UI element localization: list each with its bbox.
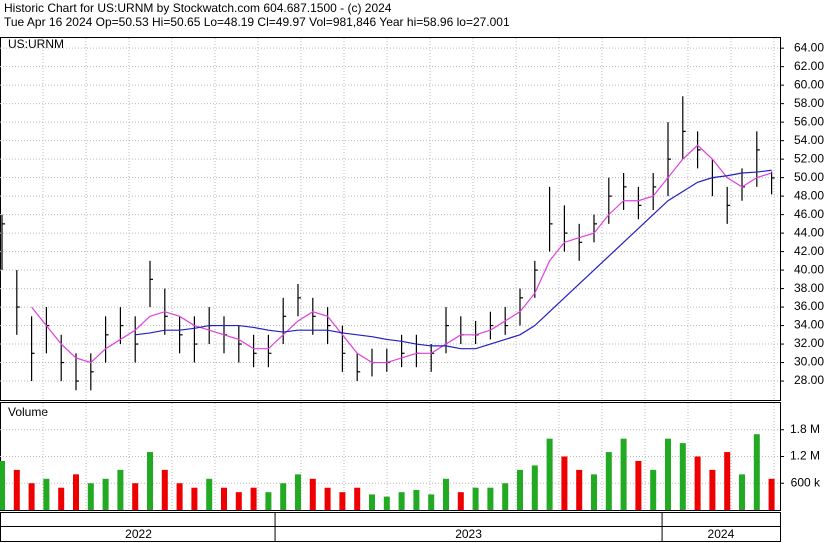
volume-bar (102, 478, 109, 510)
volume-bar (709, 469, 716, 510)
volume-bar (117, 469, 124, 510)
year-label: 2022 (125, 527, 152, 541)
y-tick-label: 54.00 (794, 133, 824, 147)
moving-average (31, 144, 772, 364)
chart-title: Historic Chart for US:URNM by Stockwatch… (4, 1, 392, 15)
volume-bar (43, 478, 50, 510)
volume-bar (753, 434, 760, 510)
volume-tick-label: 600 k (791, 475, 821, 489)
volume-bar (517, 469, 523, 510)
volume-bar (665, 438, 671, 510)
volume-bar (191, 487, 198, 510)
volume-bar (339, 492, 346, 510)
volume-bar (235, 492, 242, 510)
volume-bar (176, 483, 183, 510)
volume-bar (73, 474, 79, 510)
y-tick-label: 60.00 (794, 77, 824, 91)
volume-bar (398, 492, 405, 510)
volume-bar (309, 478, 316, 510)
y-tick-label: 44.00 (794, 225, 824, 239)
volume-bar (591, 474, 597, 510)
y-tick-label: 46.00 (794, 207, 824, 221)
y-tick-label: 56.00 (794, 114, 824, 128)
y-tick-label: 58.00 (794, 96, 824, 110)
y-tick-label: 42.00 (794, 244, 824, 258)
volume-bar (694, 456, 701, 510)
y-tick-label: 28.00 (794, 373, 824, 387)
y-tick-label: 50.00 (794, 170, 824, 184)
volume-bar (472, 487, 479, 510)
volume-bar (502, 483, 509, 510)
volume-tick-label: 1.2 M (790, 449, 820, 463)
volume-bar (383, 496, 390, 510)
quote-line: Tue Apr 16 2024 Op=50.53 Hi=50.65 Lo=48.… (4, 15, 510, 29)
volume-bar (0, 460, 5, 510)
volume-bar (413, 489, 420, 510)
volume-bar (324, 487, 331, 510)
moving-average (135, 169, 772, 350)
y-tick-label: 34.00 (794, 318, 824, 332)
volume-bar (605, 452, 612, 510)
volume-bar (280, 483, 287, 510)
volume-bar (679, 443, 686, 510)
y-tick-label: 38.00 (794, 281, 824, 295)
volume-bar (295, 474, 301, 510)
y-tick-label: 30.00 (794, 355, 824, 369)
volume-bar (132, 483, 139, 510)
volume-bar (428, 494, 435, 510)
year-label: 2024 (708, 527, 735, 541)
volume-bar (206, 478, 213, 510)
volume-bar (369, 494, 375, 510)
volume-bar (739, 474, 745, 510)
volume-bar (147, 452, 153, 510)
y-tick-label: 40.00 (794, 262, 824, 276)
volume-bar (87, 483, 94, 510)
volume-bar (265, 492, 272, 510)
volume-bar (221, 487, 227, 510)
volume-bar (487, 487, 494, 510)
volume-tick-label: 1.8 M (790, 422, 820, 436)
y-tick-label: 36.00 (794, 299, 824, 313)
volume-bar (457, 492, 464, 510)
volume-bar (354, 487, 361, 510)
volume-bar (635, 460, 642, 510)
y-tick-label: 48.00 (794, 188, 824, 202)
volume-bar (561, 456, 568, 510)
year-label: 2023 (455, 527, 482, 541)
y-tick-label: 64.00 (794, 40, 824, 54)
volume-label: Volume (8, 405, 48, 419)
volume-bar (768, 478, 775, 510)
volume-bar (650, 469, 657, 510)
price-panel (0, 37, 781, 401)
symbol-label: US:URNM (8, 37, 64, 51)
volume-bar (443, 478, 449, 510)
y-tick-label: 52.00 (794, 151, 824, 165)
volume-bar (576, 469, 583, 510)
y-tick-label: 32.00 (794, 336, 824, 350)
volume-bar (620, 438, 627, 510)
volume-bar (58, 487, 65, 510)
volume-bar (250, 487, 257, 510)
volume-bar (161, 469, 168, 510)
volume-bar (724, 452, 731, 510)
y-tick-label: 62.00 (794, 59, 824, 73)
volume-bar (28, 483, 35, 510)
volume-bar (531, 465, 538, 510)
volume-bar (546, 438, 553, 510)
volume-bar (13, 469, 20, 510)
